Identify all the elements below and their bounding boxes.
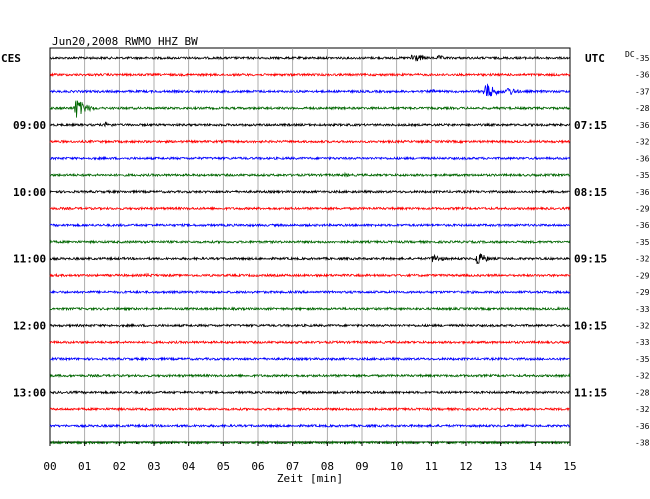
right-time-label: 10:15 bbox=[574, 320, 607, 333]
x-tick-label: 08 bbox=[321, 460, 334, 473]
dc-offset-label: -38 bbox=[635, 439, 650, 448]
trace-line bbox=[49, 139, 571, 145]
x-tick-label: 13 bbox=[494, 460, 507, 473]
trace-line bbox=[49, 83, 571, 97]
dc-offset-label: -35 bbox=[635, 238, 650, 247]
left-timezone-label: CES bbox=[1, 52, 21, 65]
trace-line bbox=[49, 72, 571, 78]
right-time-label: 08:15 bbox=[574, 186, 607, 199]
trace-line bbox=[49, 339, 571, 345]
trace-line bbox=[49, 373, 571, 379]
trace-line bbox=[49, 272, 571, 278]
dc-offset-label: -37 bbox=[635, 87, 650, 96]
trace-line bbox=[49, 54, 571, 62]
x-axis: 00 01 02 03 04 05 06 07 08 09 10 11 12 13 14 15 bbox=[43, 442, 577, 473]
left-time-label: 11:00 bbox=[13, 253, 46, 266]
trace-line bbox=[49, 406, 571, 412]
dc-offset-label: -36 bbox=[635, 422, 650, 431]
x-tick-label: 14 bbox=[529, 460, 543, 473]
trace-line bbox=[49, 239, 571, 245]
trace-line bbox=[49, 253, 571, 265]
right-time-label: 07:15 bbox=[574, 119, 607, 132]
dc-offset-label: -33 bbox=[635, 305, 650, 314]
dc-offset-label: -36 bbox=[635, 154, 650, 163]
trace-line bbox=[49, 389, 571, 395]
dc-offset-label: -32 bbox=[635, 255, 650, 264]
x-tick-label: 03 bbox=[147, 460, 160, 473]
x-tick-label: 11 bbox=[425, 460, 438, 473]
trace-line bbox=[49, 222, 571, 228]
dc-offset-header: DC bbox=[625, 50, 635, 59]
x-tick-label: 02 bbox=[113, 460, 126, 473]
trace-line bbox=[49, 322, 571, 329]
x-tick-label: 06 bbox=[251, 460, 264, 473]
x-axis-label: Zeit [min] bbox=[277, 472, 343, 485]
right-timezone-label: UTC bbox=[585, 52, 605, 65]
dc-offset-label: -35 bbox=[635, 355, 650, 364]
trace-line bbox=[49, 121, 571, 128]
dc-offset-label: -28 bbox=[635, 388, 650, 397]
dc-offset-label: -36 bbox=[635, 121, 650, 130]
trace-line bbox=[49, 155, 571, 161]
dc-offset-label: -29 bbox=[635, 271, 650, 280]
trace-line bbox=[49, 100, 571, 118]
seismic-traces: -35 -36 -37 -28 -36 -32 -36 -35 -36 -29 -36 -35 -32 -… bbox=[49, 54, 650, 448]
dc-offset-label: -36 bbox=[635, 188, 650, 197]
x-tick-label: 04 bbox=[182, 460, 196, 473]
trace-line bbox=[49, 189, 571, 195]
chart-labels: Jun20,2008 RWMO HHZ BW CES UTC DC Zeit [… bbox=[1, 35, 635, 485]
left-time-label: 09:00 bbox=[13, 119, 46, 132]
trace-line bbox=[49, 171, 571, 178]
dc-offset-label: -28 bbox=[635, 104, 650, 113]
x-tick-label: 10 bbox=[390, 460, 403, 473]
left-time-label: 13:00 bbox=[13, 386, 46, 399]
dc-offset-label: -29 bbox=[635, 288, 650, 297]
trace-line bbox=[49, 306, 571, 312]
right-time-label: 11:15 bbox=[574, 386, 607, 399]
x-tick-label: 00 bbox=[43, 460, 56, 473]
dc-offset-label: -35 bbox=[635, 171, 650, 180]
dc-offset-label: -36 bbox=[635, 221, 650, 230]
dc-offset-label: -32 bbox=[635, 322, 650, 331]
dc-offset-label: -36 bbox=[635, 71, 650, 80]
left-time-label: 12:00 bbox=[13, 320, 46, 333]
right-time-label: 09:15 bbox=[574, 253, 607, 266]
dc-offset-label: -33 bbox=[635, 338, 650, 347]
trace-line bbox=[49, 289, 571, 295]
x-tick-label: 01 bbox=[78, 460, 91, 473]
dc-offset-label: -29 bbox=[635, 204, 650, 213]
chart-title: Jun20,2008 RWMO HHZ BW bbox=[52, 35, 198, 48]
trace-line bbox=[49, 356, 571, 362]
dc-offset-label: -35 bbox=[635, 54, 650, 63]
dc-offset-label: -32 bbox=[635, 138, 650, 147]
dc-offset-label: -32 bbox=[635, 372, 650, 381]
trace-line bbox=[49, 205, 571, 212]
trace-line bbox=[49, 423, 571, 429]
x-tick-label: 09 bbox=[355, 460, 368, 473]
x-tick-label: 05 bbox=[217, 460, 230, 473]
x-tick-label: 15 bbox=[563, 460, 576, 473]
left-time-label: 10:00 bbox=[13, 186, 46, 199]
dc-offset-label: -32 bbox=[635, 405, 650, 414]
x-tick-label: 07 bbox=[286, 460, 299, 473]
x-tick-label: 12 bbox=[459, 460, 472, 473]
